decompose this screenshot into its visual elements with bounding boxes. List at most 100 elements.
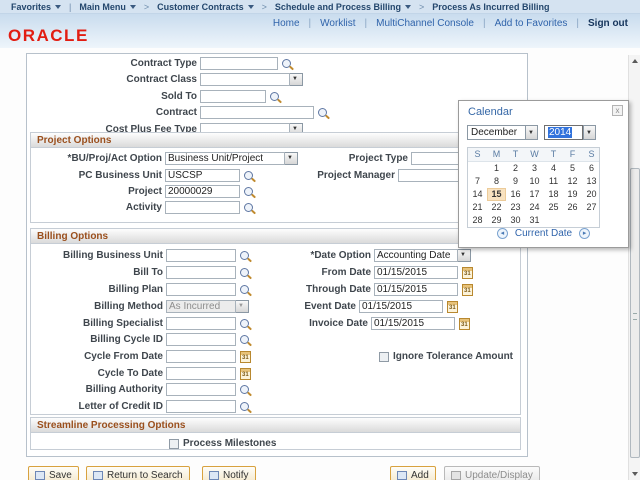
notify-button[interactable]: Notify (202, 466, 256, 480)
previous-date-icon[interactable]: ◂ (496, 228, 508, 239)
date-option-select[interactable] (374, 249, 458, 262)
search-icon[interactable] (240, 285, 249, 294)
calendar-day[interactable]: 24 (529, 202, 540, 212)
search-icon[interactable] (240, 319, 249, 328)
process-milestones-checkbox[interactable] (169, 438, 179, 449)
sold-to-input[interactable] (200, 90, 266, 103)
chevron-down-icon[interactable] (583, 125, 596, 140)
calendar-day[interactable]: 9 (512, 176, 518, 186)
billing-cycle-id-input[interactable] (166, 333, 236, 346)
search-icon[interactable] (244, 171, 253, 180)
sign-out-link[interactable]: Sign out (588, 18, 628, 29)
project-input[interactable] (165, 185, 240, 198)
calendar-day[interactable]: 20 (586, 189, 597, 199)
breadcrumb-favorites[interactable]: Favorites (11, 2, 62, 12)
calendar-year-select[interactable]: 2014 (544, 125, 596, 140)
through-date-input[interactable] (374, 283, 458, 296)
calendar-day[interactable]: 27 (586, 202, 597, 212)
close-icon[interactable]: x (612, 105, 623, 116)
pc-business-unit-input[interactable] (165, 169, 240, 182)
cycle-to-date-input[interactable] (166, 367, 236, 380)
calendar-day-selected[interactable]: 15 (487, 188, 506, 201)
calendar-day[interactable]: 17 (529, 189, 540, 199)
letter-of-credit-id-input[interactable] (166, 400, 236, 413)
contract-input[interactable] (200, 106, 314, 119)
calendar-day[interactable]: 19 (567, 189, 578, 199)
calendar-day[interactable]: 6 (588, 163, 594, 173)
search-icon[interactable] (240, 268, 249, 277)
chevron-down-icon[interactable] (458, 249, 471, 262)
calendar-day[interactable]: 29 (491, 215, 502, 225)
contract-class-input[interactable] (200, 73, 290, 86)
search-icon[interactable] (244, 203, 253, 212)
calendar-prompt-icon[interactable] (462, 266, 473, 279)
bu-proj-act-select[interactable] (165, 152, 285, 165)
scroll-up-icon[interactable] (629, 55, 640, 67)
calendar-day[interactable]: 18 (548, 189, 559, 199)
from-date-input[interactable] (374, 266, 458, 279)
calendar-day[interactable]: 30 (510, 215, 521, 225)
invoice-date-input[interactable] (371, 317, 455, 330)
search-icon[interactable] (240, 251, 249, 260)
calendar-day[interactable]: 10 (529, 176, 540, 186)
worklist-link[interactable]: Worklist (320, 18, 356, 29)
calendar-day[interactable]: 2 (512, 163, 518, 173)
calendar-day[interactable]: 31 (529, 215, 540, 225)
calendar-day[interactable]: 3 (531, 163, 537, 173)
scrollbar-thumb[interactable] (630, 168, 640, 458)
search-icon[interactable] (270, 92, 279, 101)
update-display-button[interactable]: Update/Display (444, 466, 540, 480)
next-date-icon[interactable]: ▸ (579, 228, 591, 239)
calendar-prompt-icon[interactable] (459, 317, 470, 330)
search-icon[interactable] (318, 108, 327, 117)
calendar-day[interactable]: 1 (493, 163, 499, 173)
search-icon[interactable] (240, 402, 249, 411)
calendar-day[interactable]: 25 (548, 202, 559, 212)
contract-type-input[interactable] (200, 57, 278, 70)
calendar-day[interactable]: 8 (493, 176, 499, 186)
chevron-down-icon[interactable] (525, 125, 538, 140)
calendar-day[interactable]: 21 (472, 202, 483, 212)
billing-business-unit-input[interactable] (166, 249, 236, 262)
calendar-day[interactable]: 5 (569, 163, 575, 173)
add-to-favorites-link[interactable]: Add to Favorites (494, 18, 568, 29)
home-link[interactable]: Home (272, 18, 300, 29)
breadcrumb-schedule-process-billing[interactable]: Schedule and Process Billing (275, 2, 411, 12)
billing-authority-input[interactable] (166, 383, 236, 396)
billing-specialist-input[interactable] (166, 317, 236, 330)
calendar-day[interactable]: 14 (472, 189, 483, 199)
calendar-day[interactable]: 11 (548, 176, 559, 186)
calendar-day[interactable]: 7 (474, 176, 480, 186)
calendar-day[interactable]: 13 (586, 176, 597, 186)
return-to-search-button[interactable]: Return to Search (86, 466, 190, 480)
search-icon[interactable] (240, 335, 249, 344)
breadcrumb-main-menu[interactable]: Main Menu (79, 2, 136, 12)
calendar-prompt-icon[interactable] (240, 350, 251, 363)
calendar-prompt-icon[interactable] (462, 283, 473, 296)
breadcrumb-customer-contracts[interactable]: Customer Contracts (157, 2, 254, 12)
search-icon[interactable] (282, 59, 291, 68)
ignore-tolerance-checkbox[interactable] (379, 351, 389, 362)
calendar-prompt-icon[interactable] (240, 367, 251, 380)
calendar-prompt-icon[interactable] (447, 300, 458, 313)
calendar-month-select[interactable]: December (467, 125, 538, 140)
chevron-down-icon[interactable] (285, 152, 298, 165)
billing-plan-input[interactable] (166, 283, 236, 296)
add-button[interactable]: Add (390, 466, 436, 480)
cycle-from-date-input[interactable] (166, 350, 236, 363)
save-button[interactable]: Save (28, 466, 79, 480)
calendar-day[interactable]: 16 (510, 189, 521, 199)
calendar-day[interactable]: 4 (550, 163, 556, 173)
search-icon[interactable] (244, 187, 253, 196)
calendar-day[interactable]: 22 (491, 202, 502, 212)
calendar-day[interactable]: 23 (510, 202, 521, 212)
calendar-day[interactable]: 12 (567, 176, 578, 186)
activity-input[interactable] (165, 201, 240, 214)
search-icon[interactable] (240, 385, 249, 394)
scroll-down-icon[interactable] (629, 468, 640, 480)
vertical-scrollbar[interactable] (628, 55, 640, 480)
calendar-day[interactable]: 28 (472, 215, 483, 225)
multichannel-console-link[interactable]: MultiChannel Console (376, 18, 474, 29)
current-date-link[interactable]: Current Date (514, 228, 573, 239)
chevron-down-icon[interactable] (290, 73, 303, 86)
